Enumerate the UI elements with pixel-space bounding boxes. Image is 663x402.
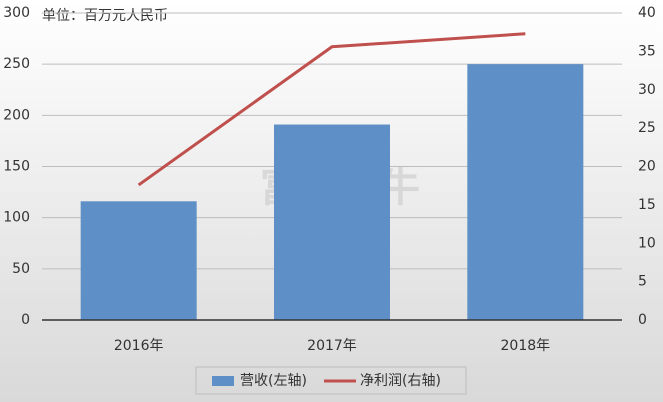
legend-swatch bbox=[212, 376, 234, 386]
y2-tick-label: 10 bbox=[638, 235, 656, 251]
bar bbox=[467, 64, 584, 321]
y-tick-label: 300 bbox=[3, 5, 30, 21]
y2-tick-label: 30 bbox=[638, 82, 656, 98]
annotation: 单位：百万元人民币 bbox=[42, 8, 168, 24]
legend-label: 净利润(右轴) bbox=[360, 373, 441, 389]
y-tick-label: 100 bbox=[3, 210, 30, 226]
y2-tick-label: 0 bbox=[638, 312, 647, 328]
y2-tick-label: 20 bbox=[638, 159, 656, 175]
x-tick-label: 2018年 bbox=[501, 338, 551, 354]
line bbox=[137, 32, 526, 187]
y-tick-label: 200 bbox=[3, 107, 30, 123]
y-tick-label: 150 bbox=[3, 159, 30, 175]
y2-tick-label: 25 bbox=[638, 120, 656, 136]
y-tick-label: 0 bbox=[21, 312, 30, 328]
legend-box bbox=[195, 366, 467, 395]
x-tick-label: 2017年 bbox=[307, 338, 357, 354]
y2-tick-label: 15 bbox=[638, 197, 656, 213]
x-tick-label: 2016年 bbox=[114, 338, 164, 354]
y2-tick-label: 40 bbox=[638, 5, 656, 21]
y2-tick-label: 35 bbox=[638, 43, 656, 59]
bar bbox=[274, 124, 390, 320]
y-tick-label: 50 bbox=[12, 261, 30, 277]
legend-label: 营收(左轴) bbox=[240, 373, 307, 389]
bar bbox=[80, 201, 197, 320]
y2-tick-label: 5 bbox=[638, 274, 647, 290]
y-tick-label: 250 bbox=[3, 56, 30, 72]
